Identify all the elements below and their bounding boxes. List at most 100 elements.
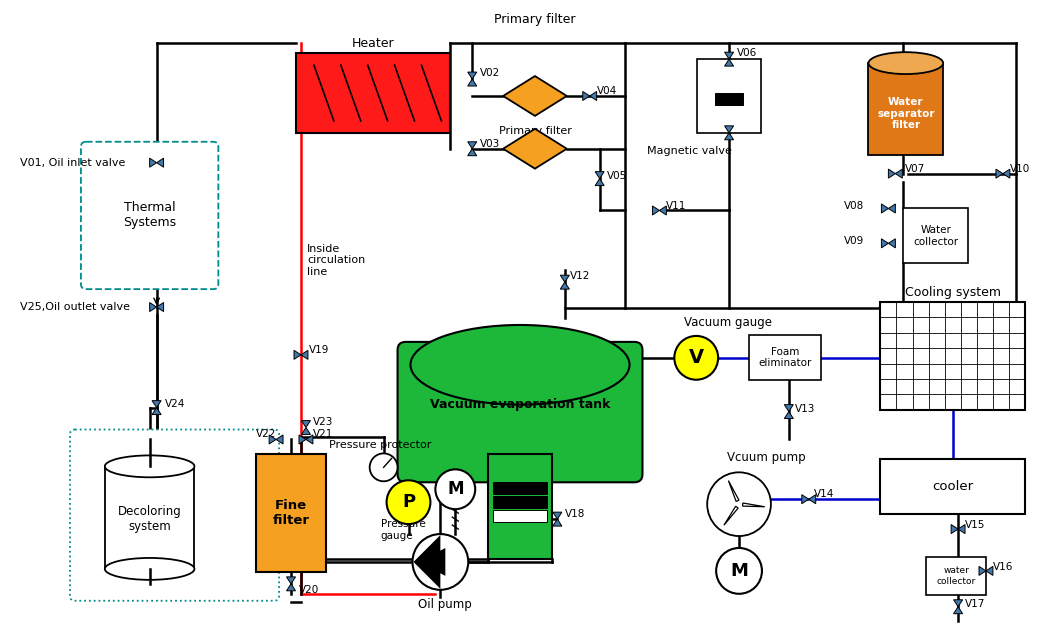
Bar	[903, 209, 968, 263]
Text: V24: V24	[164, 399, 185, 408]
Text: V11: V11	[667, 202, 687, 212]
Polygon shape	[553, 519, 562, 526]
Circle shape	[413, 534, 468, 590]
Text: V03: V03	[481, 139, 501, 149]
Bar	[881, 302, 1025, 410]
Text: ZANNYO: ZANNYO	[388, 359, 652, 500]
Polygon shape	[881, 204, 888, 213]
Polygon shape	[785, 411, 793, 418]
Text: water
collector: water collector	[936, 566, 976, 586]
Polygon shape	[743, 503, 765, 507]
Text: V01, Oil inlet valve: V01, Oil inlet valve	[20, 158, 125, 168]
Text: Magnetic valve: Magnetic valve	[647, 146, 732, 156]
Polygon shape	[986, 567, 993, 576]
Bar	[926, 557, 986, 595]
Polygon shape	[728, 481, 739, 501]
Polygon shape	[802, 495, 809, 504]
Text: V04: V04	[597, 86, 617, 96]
Polygon shape	[553, 512, 562, 519]
FancyBboxPatch shape	[80, 142, 218, 289]
Text: V02: V02	[481, 68, 501, 78]
Bar	[715, 93, 743, 105]
Polygon shape	[596, 172, 604, 179]
Text: Water
separator
filter: Water separator filter	[877, 97, 934, 130]
Polygon shape	[414, 535, 440, 589]
Circle shape	[716, 548, 762, 594]
Bar	[296, 53, 450, 133]
Polygon shape	[301, 427, 310, 434]
Polygon shape	[724, 52, 734, 59]
Text: Inside
circulation
line: Inside circulation line	[307, 244, 365, 277]
Polygon shape	[896, 169, 902, 178]
Bar	[104, 466, 194, 569]
Polygon shape	[294, 350, 301, 359]
Polygon shape	[888, 204, 896, 213]
Polygon shape	[1003, 169, 1009, 178]
Polygon shape	[157, 158, 164, 167]
Text: Foam
eliminator: Foam eliminator	[759, 347, 812, 368]
Bar	[881, 459, 1025, 514]
Polygon shape	[560, 275, 570, 282]
Bar	[256, 454, 326, 572]
Polygon shape	[286, 577, 296, 584]
Polygon shape	[953, 600, 962, 607]
Polygon shape	[503, 129, 566, 169]
Polygon shape	[724, 133, 734, 140]
Bar	[492, 482, 548, 494]
Polygon shape	[560, 282, 570, 289]
Text: Water
collector: Water collector	[913, 225, 958, 247]
Polygon shape	[301, 420, 310, 427]
Text: Vacuum evaporation tank: Vacuum evaporation tank	[429, 398, 610, 411]
Text: V: V	[689, 349, 703, 368]
Text: V14: V14	[814, 489, 834, 499]
Polygon shape	[979, 567, 986, 576]
Polygon shape	[270, 435, 276, 444]
Polygon shape	[149, 158, 157, 167]
Bar	[749, 335, 820, 380]
Polygon shape	[153, 401, 161, 408]
Text: V23: V23	[312, 417, 333, 427]
Text: Pressure
gauge: Pressure gauge	[380, 519, 425, 541]
Polygon shape	[589, 92, 597, 100]
Polygon shape	[503, 76, 566, 116]
Polygon shape	[888, 238, 896, 248]
Polygon shape	[468, 79, 477, 86]
Ellipse shape	[104, 455, 194, 477]
Text: V07: V07	[905, 163, 926, 174]
Text: M: M	[447, 480, 464, 498]
Text: V22: V22	[256, 429, 277, 439]
Polygon shape	[468, 72, 477, 79]
FancyBboxPatch shape	[397, 342, 643, 482]
Circle shape	[436, 469, 475, 509]
Polygon shape	[301, 350, 308, 359]
Polygon shape	[468, 149, 477, 156]
Polygon shape	[881, 238, 888, 248]
Polygon shape	[888, 169, 896, 178]
Text: P: P	[402, 493, 415, 511]
Text: V19: V19	[309, 345, 329, 355]
Polygon shape	[958, 525, 966, 534]
Text: Cooling system: Cooling system	[905, 286, 1001, 299]
Text: Oil pump: Oil pump	[418, 598, 472, 611]
Text: M: M	[730, 562, 748, 580]
Polygon shape	[276, 435, 283, 444]
Polygon shape	[724, 126, 734, 133]
Circle shape	[674, 336, 718, 380]
Polygon shape	[659, 206, 667, 215]
Ellipse shape	[868, 52, 944, 74]
Circle shape	[387, 480, 431, 524]
Text: Primary filter: Primary filter	[494, 13, 576, 26]
Text: V17: V17	[966, 598, 985, 609]
Polygon shape	[809, 495, 816, 504]
Bar	[414, 358, 627, 378]
Polygon shape	[149, 303, 157, 312]
Polygon shape	[418, 548, 445, 576]
Polygon shape	[951, 525, 958, 534]
Text: V12: V12	[570, 271, 590, 281]
Text: Thermal
Systems: Thermal Systems	[123, 202, 177, 230]
Text: V21: V21	[312, 429, 333, 439]
Text: V10: V10	[1009, 163, 1030, 174]
Polygon shape	[299, 435, 306, 444]
Text: Pressure protector: Pressure protector	[329, 441, 432, 450]
Text: V13: V13	[795, 404, 815, 413]
